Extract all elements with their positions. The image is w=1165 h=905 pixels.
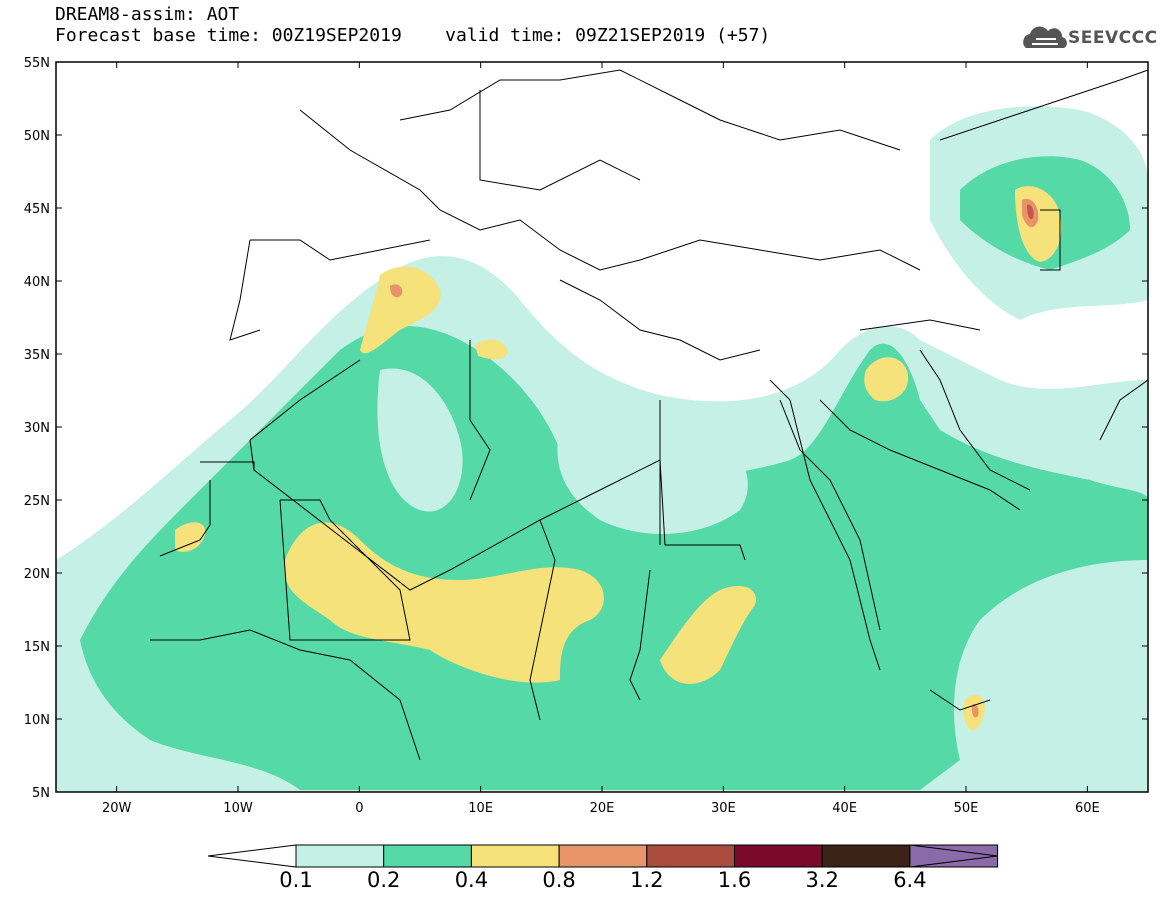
aot-field bbox=[56, 62, 1148, 792]
colorbar-label: 6.4 bbox=[893, 868, 926, 892]
colorbar-label: 1.6 bbox=[718, 868, 751, 892]
lat-tick-label: 40N bbox=[24, 275, 50, 290]
colorbar-swatch bbox=[383, 844, 472, 868]
colorbar-swatch bbox=[734, 844, 823, 868]
lon-tick-label: 40E bbox=[832, 801, 857, 816]
lon-tick-label: 10W bbox=[223, 801, 253, 816]
colorbar-label: 1.2 bbox=[630, 868, 663, 892]
lon-tick-label: 10E bbox=[468, 801, 493, 816]
lat-tick-label: 50N bbox=[24, 129, 50, 144]
cloud-icon bbox=[1023, 26, 1067, 48]
valid-time-text: valid time: 09Z21SEP2019 (+57) bbox=[445, 25, 771, 46]
colorbar-extend-low bbox=[207, 844, 297, 868]
lon-tick-label: 20E bbox=[590, 801, 615, 816]
lat-axis: 55N 50N 45N 40N 35N 30N 25N 20N 15N 10N 5N bbox=[24, 56, 1148, 801]
lon-axis: 20W 10W 0 10E 20E 30E 40E 50E 60E bbox=[102, 62, 1100, 816]
lat-tick-label: 30N bbox=[24, 421, 50, 436]
colorbar-swatch bbox=[295, 844, 385, 868]
colorbar-label: 0.8 bbox=[542, 868, 575, 892]
colorbar-label: 0.4 bbox=[455, 868, 488, 892]
model-title: DREAM8-assim: AOT bbox=[55, 4, 240, 25]
lon-tick-label: 60E bbox=[1075, 801, 1100, 816]
colorbar-swatch bbox=[558, 844, 648, 868]
lat-tick-label: 5N bbox=[32, 786, 50, 801]
colorbar-label: 3.2 bbox=[805, 868, 838, 892]
lon-tick-label: 30E bbox=[711, 801, 736, 816]
colorbar-extend-high bbox=[909, 844, 998, 868]
colorbar-swatch bbox=[646, 844, 735, 868]
lat-tick-label: 15N bbox=[24, 640, 50, 655]
logo-text: SEEVCCC bbox=[1068, 28, 1158, 48]
colorbar: 0.1 0.2 0.4 0.8 1.2 1.6 3.2 6.4 bbox=[207, 844, 999, 892]
lat-tick-label: 10N bbox=[24, 713, 50, 728]
colorbar-swatch bbox=[821, 844, 911, 868]
time-title: Forecast base time: 00Z19SEP2019 valid t… bbox=[55, 26, 770, 46]
lat-tick-label: 45N bbox=[24, 202, 50, 217]
base-time-text: Forecast base time: 00Z19SEP2019 bbox=[55, 25, 402, 46]
lat-tick-label: 25N bbox=[24, 494, 50, 509]
lon-tick-label: 20W bbox=[102, 801, 132, 816]
colorbar-label: 0.1 bbox=[279, 868, 312, 892]
colorbar-swatch bbox=[470, 844, 560, 868]
colorbar-label: 0.2 bbox=[367, 868, 400, 892]
lat-tick-label: 20N bbox=[24, 567, 50, 582]
lon-tick-label: 0 bbox=[355, 801, 363, 816]
lon-tick-label: 50E bbox=[954, 801, 979, 816]
lat-tick-label: 35N bbox=[24, 348, 50, 363]
lat-tick-label: 55N bbox=[24, 56, 50, 71]
